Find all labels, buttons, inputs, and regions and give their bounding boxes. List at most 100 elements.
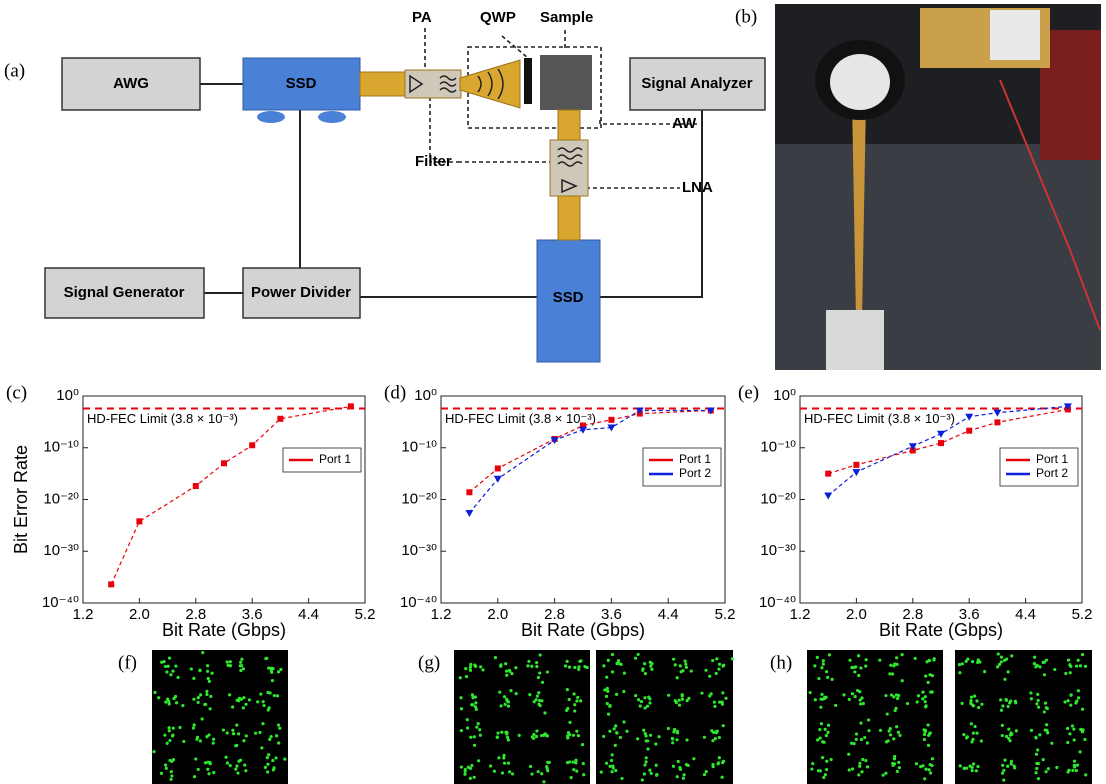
constellation-point: [639, 704, 642, 707]
constellation-point: [1035, 753, 1038, 756]
constellation-point: [646, 705, 649, 708]
constellation-point: [275, 734, 278, 737]
constellation-point: [710, 692, 713, 695]
constellation-point: [229, 764, 232, 767]
constellation-point: [244, 769, 247, 772]
feet: [318, 111, 346, 123]
constellation-point: [927, 744, 930, 747]
constellation-point: [721, 761, 724, 764]
constellation-point: [1036, 693, 1039, 696]
constellation-point: [464, 770, 467, 773]
constellation-point: [678, 699, 681, 702]
constellation-point: [469, 736, 472, 739]
constellation-point: [721, 691, 724, 694]
node-label: SSD: [286, 75, 317, 92]
constellation-point: [477, 722, 480, 725]
constellation-point: [814, 698, 817, 701]
constellation-point: [1073, 760, 1076, 763]
constellation-point: [515, 692, 518, 695]
constellation-point: [606, 702, 609, 705]
constellation-point: [267, 753, 270, 756]
constellation-point: [496, 731, 499, 734]
constellation-point: [605, 676, 608, 679]
constellation-point: [684, 663, 687, 666]
constellation-point: [655, 774, 658, 777]
constellation-point: [821, 740, 824, 743]
x-tick-label: 5.2: [355, 606, 376, 623]
constellation-point: [463, 773, 466, 776]
constellation-point: [572, 692, 575, 695]
constellation-point: [209, 695, 212, 698]
constellation-point: [924, 700, 927, 703]
constellation-point: [229, 660, 232, 663]
constellation-point: [676, 731, 679, 734]
constellation-point: [1007, 737, 1010, 740]
constellation-point: [471, 703, 474, 706]
constellation-point: [1007, 728, 1010, 731]
constellation-point: [535, 665, 538, 668]
constellation-point: [906, 702, 909, 705]
constellation-point: [634, 694, 637, 697]
data-point: [193, 483, 199, 489]
constellation-point: [607, 713, 610, 716]
constellation-point: [205, 690, 208, 693]
constellation-point: [166, 698, 169, 701]
constellation-point: [1035, 702, 1038, 705]
data-point: [937, 431, 945, 438]
x-tick-label: 5.2: [1072, 606, 1093, 623]
constellation-point: [622, 720, 625, 723]
x-tick-label: 2.0: [846, 606, 867, 623]
constellation-point: [867, 718, 870, 721]
constellation-point: [206, 768, 209, 771]
constellation-point: [971, 769, 974, 772]
constellation-point: [641, 667, 644, 670]
constellation-point: [278, 727, 281, 730]
constellation-point: [686, 699, 689, 702]
constellation-point: [1033, 662, 1036, 665]
constellation-point: [499, 663, 502, 666]
constellation-point: [718, 663, 721, 666]
constellation-point: [866, 741, 869, 744]
node-label: SSD: [553, 289, 584, 306]
data-point: [993, 410, 1001, 417]
constellation-point: [205, 693, 208, 696]
constellation-point: [196, 736, 199, 739]
constellation-point: [475, 708, 478, 711]
constellation-point: [1007, 670, 1010, 673]
constellation-point: [818, 728, 821, 731]
constellation-point: [1045, 706, 1048, 709]
constellation-point: [643, 772, 646, 775]
constellation-point: [503, 762, 506, 765]
constellation-point: [501, 771, 504, 774]
constellation-point: [858, 765, 861, 768]
constellation-point: [896, 770, 899, 773]
constellation-point: [210, 672, 213, 675]
constellation-point: [1043, 673, 1046, 676]
constellation-point: [575, 730, 578, 733]
constellation-point: [671, 737, 674, 740]
constellation-point: [226, 731, 229, 734]
constellation-point: [822, 776, 825, 779]
constellation-point: [1069, 671, 1072, 674]
constellation-point: [959, 764, 962, 767]
constellation-point: [473, 776, 476, 779]
constellation-point: [615, 731, 618, 734]
constellation-point: [1010, 760, 1013, 763]
constellation-point: [672, 658, 675, 661]
constellation-point: [713, 705, 716, 708]
constellation-point: [262, 700, 265, 703]
constellation-point: [573, 703, 576, 706]
constellation-point: [1010, 733, 1013, 736]
constellation-point: [715, 672, 718, 675]
constellation-point: [162, 660, 165, 663]
threshold-label: HD-FEC Limit (3.8 × 10⁻³): [87, 411, 238, 426]
constellation-point: [928, 659, 931, 662]
constellation-point: [924, 705, 927, 708]
constellation-point: [266, 756, 269, 759]
constellation-point: [500, 731, 503, 734]
constellation-point: [182, 740, 185, 743]
constellation-point: [568, 698, 571, 701]
constellation-point: [975, 769, 978, 772]
constellation-point: [1037, 706, 1040, 709]
constellation-point: [825, 734, 828, 737]
